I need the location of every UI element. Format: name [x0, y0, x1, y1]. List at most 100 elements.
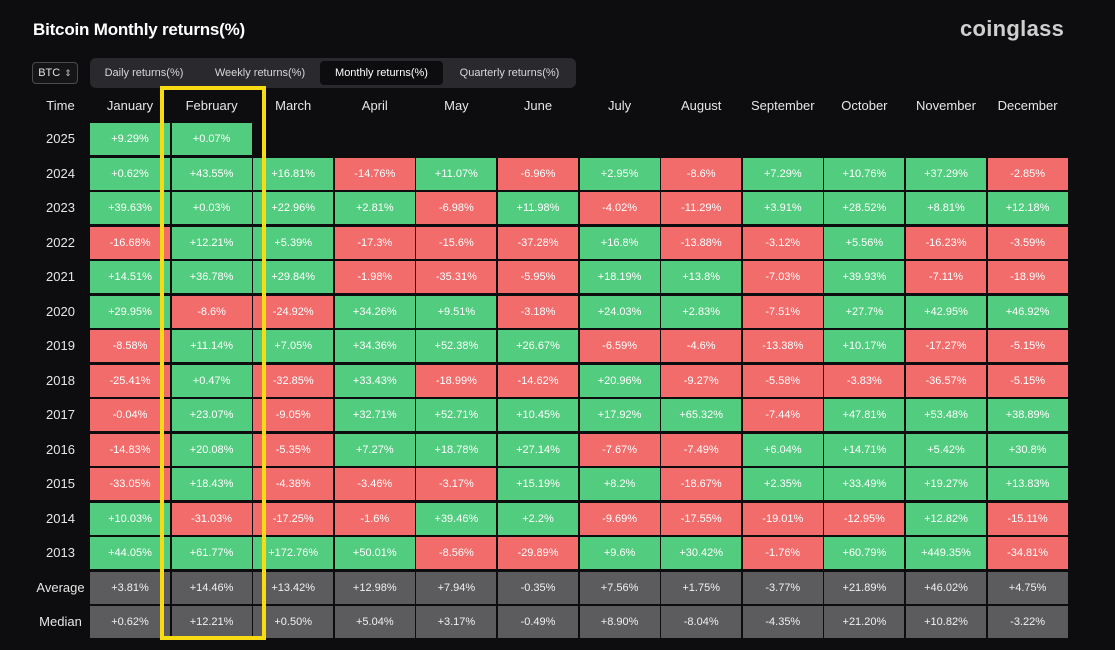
return-cell: -16.68%: [90, 226, 170, 259]
return-cell: -7.44%: [742, 399, 823, 431]
stat-cell: -3.22%: [987, 606, 1068, 638]
year-label: 2016: [46, 441, 75, 457]
return-cell: +5.56%: [824, 226, 905, 259]
return-cell: +16.81%: [253, 157, 334, 190]
stat-label: Median: [39, 614, 82, 629]
return-cell: +61.77%: [171, 537, 252, 569]
return-cell: -9.69%: [579, 502, 660, 535]
return-cell: +2.81%: [334, 192, 415, 224]
return-cell: +39.93%: [824, 261, 905, 293]
return-cell: +10.17%: [824, 330, 905, 362]
return-cell: +14.71%: [824, 433, 905, 466]
return-cell: -9.05%: [253, 399, 334, 431]
year-label: 2018: [46, 372, 75, 388]
return-cell: +2.35%: [742, 468, 823, 500]
return-cell: -31.03%: [171, 502, 252, 535]
return-cell: +2.83%: [661, 295, 742, 328]
return-cell: -7.03%: [742, 261, 823, 293]
year-label: 2019: [46, 338, 75, 353]
return-cell: +53.48%: [906, 399, 986, 431]
return-cell: +17.92%: [579, 399, 660, 431]
return-cell: +34.26%: [334, 295, 415, 328]
tab-monthly-returns[interactable]: Monthly returns(%): [320, 61, 443, 85]
return-cell: -4.6%: [661, 330, 742, 362]
return-cell: +13.8%: [661, 261, 742, 293]
tab-daily-returns[interactable]: Daily returns(%): [104, 67, 184, 79]
return-cell: +27.7%: [824, 295, 905, 328]
month-header: February: [185, 98, 238, 113]
return-cell: -13.88%: [661, 226, 742, 259]
return-cell: -29.89%: [498, 537, 578, 569]
return-cell: +42.95%: [906, 295, 986, 328]
return-cell: -5.15%: [987, 330, 1068, 362]
stat-cell: +3.81%: [90, 571, 170, 604]
asset-select[interactable]: BTC ⇕: [32, 62, 78, 84]
return-cell: +5.42%: [906, 433, 986, 466]
return-cell: -8.58%: [90, 330, 170, 362]
return-cell: +19.27%: [906, 468, 986, 500]
return-cell: -5.15%: [987, 364, 1068, 397]
stat-cell: +0.62%: [90, 606, 170, 638]
return-cell: -8.6%: [661, 157, 742, 190]
time-header: Time: [46, 98, 75, 113]
return-cell: -1.98%: [334, 261, 415, 293]
return-cell: +24.03%: [579, 295, 660, 328]
month-header: May: [444, 98, 469, 113]
return-cell: -13.38%: [742, 330, 823, 362]
return-cell: +14.51%: [90, 261, 170, 293]
return-cell: +34.36%: [334, 330, 415, 362]
month-header: July: [608, 98, 632, 113]
tab-quarterly-returns[interactable]: Quarterly returns(%): [459, 67, 560, 79]
return-cell: +39.63%: [90, 192, 170, 224]
return-cell: +12.21%: [171, 226, 252, 259]
return-cell: +10.03%: [90, 502, 170, 535]
return-cell: -15.6%: [416, 226, 497, 259]
return-cell: +52.71%: [416, 399, 497, 431]
return-cell: -24.92%: [253, 295, 334, 328]
year-label: 2017: [46, 407, 75, 422]
asset-select-value: BTC: [38, 67, 61, 79]
return-cell: -33.05%: [90, 468, 170, 500]
month-header: November: [916, 98, 976, 113]
year-label: 2021: [46, 269, 75, 284]
return-cell: +8.81%: [906, 192, 986, 224]
return-cell: +12.82%: [906, 502, 986, 535]
return-cell: -8.56%: [416, 537, 497, 569]
year-label: 2014: [46, 510, 75, 526]
return-cell: +5.39%: [253, 226, 334, 259]
stat-label: Average: [36, 579, 85, 595]
stat-cell: +7.56%: [579, 571, 660, 604]
return-cell: +50.01%: [334, 537, 415, 569]
stat-cell: +4.75%: [987, 571, 1068, 604]
return-cell: +15.19%: [498, 468, 578, 500]
return-cell: -18.9%: [987, 261, 1068, 293]
tab-weekly-returns[interactable]: Weekly returns(%): [214, 67, 306, 79]
return-cell: +36.78%: [171, 261, 252, 293]
return-cell: +37.29%: [906, 157, 986, 190]
return-cell: +33.49%: [824, 468, 905, 500]
stat-cell: +10.82%: [906, 606, 986, 638]
return-cell: -9.27%: [661, 364, 742, 397]
return-cell: +20.08%: [171, 433, 252, 466]
return-cell: +23.07%: [171, 399, 252, 431]
stat-cell: +12.21%: [171, 606, 252, 638]
return-cell: -19.01%: [742, 502, 823, 535]
return-cell: -37.28%: [498, 226, 578, 259]
month-header: April: [361, 98, 388, 113]
return-cell: -17.3%: [334, 226, 415, 259]
return-cell: +449.35%: [906, 537, 986, 569]
return-cell: +0.07%: [171, 123, 252, 155]
return-cell: +20.96%: [579, 364, 660, 397]
stat-cell: -8.04%: [661, 606, 742, 638]
return-cell: +22.96%: [253, 192, 334, 224]
stat-cell: +5.04%: [334, 606, 415, 638]
return-cell: +6.04%: [742, 433, 823, 466]
month-header: August: [680, 98, 722, 113]
return-cell: +26.67%: [498, 330, 578, 362]
return-cell: -3.46%: [334, 468, 415, 500]
return-cell: +0.62%: [90, 157, 170, 190]
return-cell: -6.96%: [498, 157, 578, 190]
return-cell: -3.17%: [416, 468, 497, 500]
return-cell: -17.55%: [661, 502, 742, 535]
return-cell: +0.03%: [171, 192, 252, 224]
